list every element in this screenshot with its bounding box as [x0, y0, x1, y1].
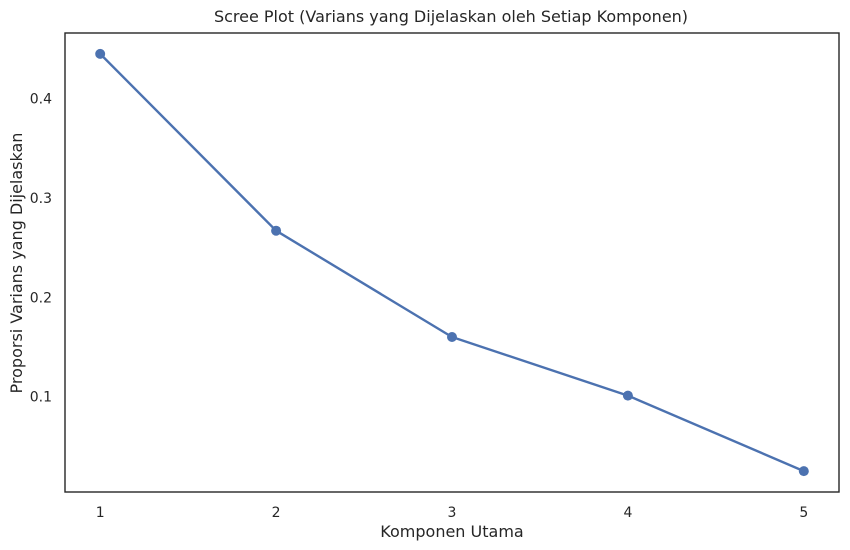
y-tick-label: 0.3	[30, 191, 52, 207]
plot-frame	[64, 32, 840, 493]
data-point	[447, 332, 457, 343]
y-axis-ticks: 0.1 0.2 0.3 0.4	[30, 92, 52, 406]
y-tick-label: 0.2	[30, 290, 52, 306]
data-point	[271, 225, 282, 236]
data-point	[95, 48, 106, 59]
x-axis-label: Komponen Utama	[380, 522, 523, 541]
x-tick-label: 2	[272, 505, 281, 521]
x-tick-label: 5	[799, 505, 808, 521]
x-tick-label: 1	[96, 505, 105, 521]
series-group	[95, 48, 809, 477]
series-line	[98, 52, 805, 473]
chart-title: Scree Plot (Varians yang Dijelaskan oleh…	[214, 7, 688, 26]
x-tick-label: 4	[623, 505, 632, 521]
y-axis-label: Proporsi Varians yang Dijelaskan	[7, 133, 26, 394]
x-tick-label: 3	[448, 505, 457, 521]
y-tick-label: 0.1	[30, 390, 52, 406]
y-tick-label: 0.4	[30, 92, 52, 108]
x-axis-ticks: 1 2 3 4 5	[96, 505, 809, 521]
data-point	[622, 390, 633, 401]
data-point	[798, 466, 809, 477]
